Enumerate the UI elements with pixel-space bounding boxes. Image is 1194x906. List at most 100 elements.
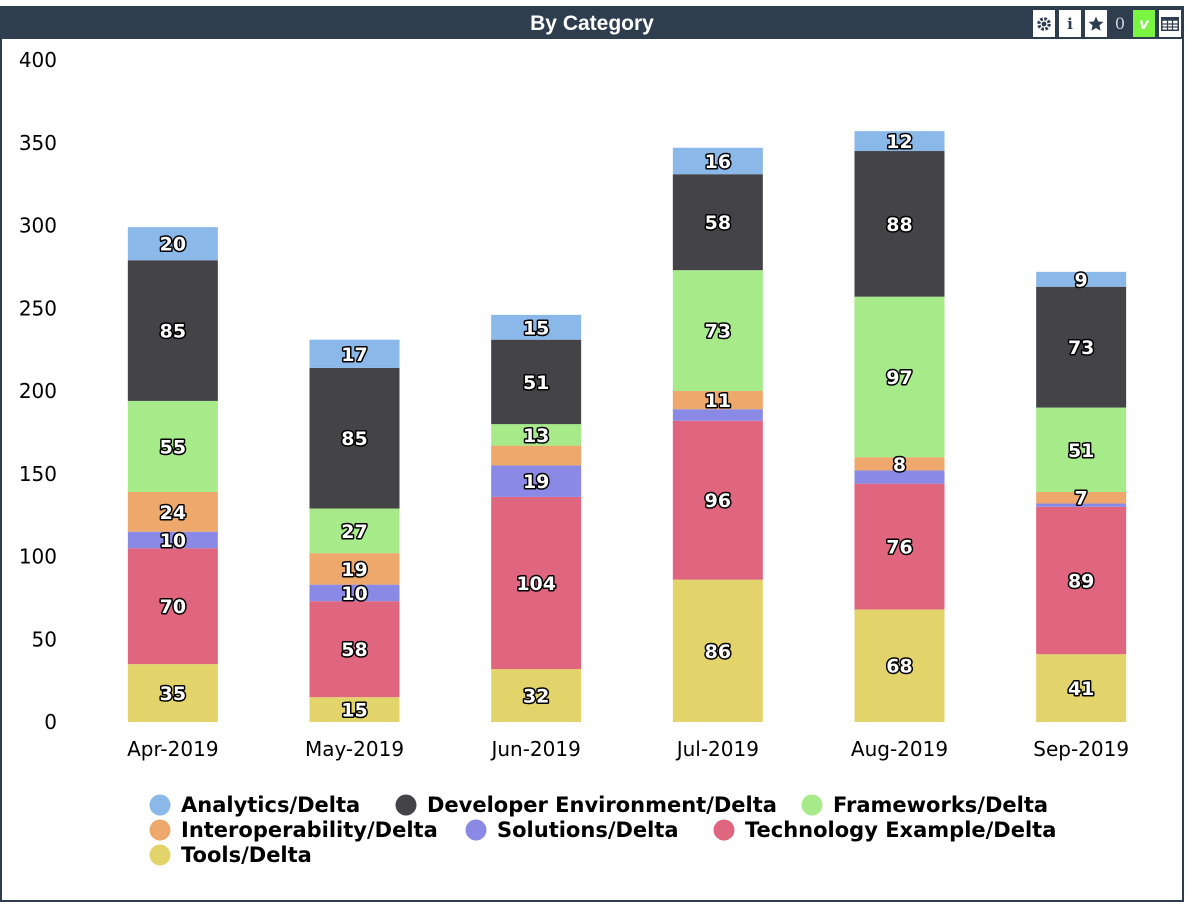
bar-segment [1036, 491, 1127, 504]
legend-label: Analytics/Delta [181, 793, 360, 817]
legend-marker [395, 794, 417, 816]
data-label: 58 [705, 212, 731, 234]
bar-segment [309, 601, 400, 698]
bar-segment [672, 409, 763, 421]
legend-marker [801, 794, 823, 816]
bar-segment [1036, 286, 1127, 408]
star-icon[interactable] [1084, 9, 1108, 38]
bar-segment [127, 664, 218, 722]
data-label: 12 [886, 131, 912, 153]
data-label: 11 [705, 390, 731, 412]
x-tick-label: Jul-2019 [675, 737, 759, 761]
bar-segment [491, 669, 582, 722]
bar-segment [854, 609, 945, 722]
bar-segment [672, 174, 763, 271]
y-tick-label: 250 [19, 296, 57, 320]
data-label: 97 [886, 367, 912, 389]
data-label: 20 [160, 234, 186, 256]
chart-panel: 0 50 100 150 200 250 300 350 400 35 70 10 24 55 85 20 15… [0, 6, 1184, 902]
data-label: 68 [886, 656, 912, 678]
legend-label: Developer Environment/Delta [427, 793, 777, 817]
data-label: 17 [341, 344, 367, 366]
bar-segment [309, 339, 400, 368]
y-tick-label: 100 [19, 545, 57, 569]
bar-segment [491, 445, 582, 466]
x-tick-label: Apr-2019 [127, 737, 218, 761]
data-label: 76 [886, 537, 912, 559]
data-label: 15 [341, 700, 367, 722]
info-icon[interactable]: i [1058, 9, 1082, 38]
bar-segment [854, 483, 945, 610]
data-label: 104 [516, 573, 556, 595]
bar-segment [1036, 506, 1127, 655]
data-label: 27 [341, 521, 367, 543]
data-label: 35 [160, 683, 186, 705]
panel-titlebar: By Category i 0 v [2, 8, 1182, 39]
bar-segment [127, 531, 218, 549]
data-label: 85 [160, 321, 186, 343]
v-toggle-button[interactable]: v [1132, 9, 1156, 38]
bar-segment [1036, 271, 1127, 287]
legend-label: Tools/Delta [181, 843, 312, 867]
bar-segment [127, 491, 218, 532]
bar-segment [127, 227, 218, 261]
panel-toolbar: i 0 v [1032, 9, 1182, 38]
legend-label: Solutions/Delta [497, 818, 679, 842]
bar-segment [491, 424, 582, 446]
data-label: 88 [886, 214, 912, 236]
data-label: 55 [160, 436, 186, 458]
bar-segment [854, 470, 945, 484]
data-label: 73 [1068, 337, 1094, 359]
bar-segment [309, 508, 400, 554]
data-label: 9 [1075, 269, 1088, 291]
legend-marker [149, 794, 171, 816]
legend-label: Interoperability/Delta [181, 818, 438, 842]
bar-segment [309, 697, 400, 722]
data-label: 51 [1068, 440, 1094, 462]
legend-marker [149, 819, 171, 841]
bar-segment [491, 496, 582, 670]
bar-segment [127, 260, 218, 401]
data-label: 19 [341, 559, 367, 581]
bar-segment [491, 465, 582, 497]
y-tick-label: 0 [44, 710, 57, 734]
panel-title: By Category [530, 12, 654, 35]
bar-segment [854, 131, 945, 152]
data-label: 70 [160, 596, 186, 618]
bar-segment [672, 270, 763, 391]
data-label: 58 [341, 639, 367, 661]
y-tick-label: 150 [19, 462, 57, 486]
legend-marker [713, 819, 735, 841]
x-tick-label: Jun-2019 [489, 737, 580, 761]
table-icon[interactable] [1158, 9, 1182, 38]
data-label: 24 [160, 502, 186, 524]
bar-segment [1036, 654, 1127, 722]
bar-segment [1036, 503, 1127, 507]
y-tick-label: 350 [19, 131, 57, 155]
data-label: 73 [705, 321, 731, 343]
bar-segment [854, 296, 945, 458]
data-label: 32 [523, 686, 549, 708]
data-label: 10 [341, 583, 367, 605]
data-label: 86 [705, 641, 731, 663]
y-tick-label: 300 [19, 214, 57, 238]
data-label: 41 [1068, 678, 1094, 700]
y-tick-label: 400 [19, 48, 57, 72]
legend-label: Frameworks/Delta [833, 793, 1048, 817]
bar-segment [309, 553, 400, 585]
star-count: 0 [1110, 9, 1130, 38]
x-tick-label: May-2019 [305, 737, 404, 761]
data-label: 15 [523, 317, 549, 339]
x-tick-label: Sep-2019 [1033, 737, 1129, 761]
bar-segment [672, 391, 763, 410]
x-tick-label: Aug-2019 [851, 737, 948, 761]
bar-segment [127, 548, 218, 665]
data-label: 7 [1075, 488, 1088, 510]
bar-segment [309, 584, 400, 602]
bar-segment [127, 400, 218, 492]
bar-segment [854, 151, 945, 297]
data-label: 89 [1068, 570, 1094, 592]
bar-segment [854, 457, 945, 471]
gear-icon[interactable] [1032, 9, 1056, 38]
legend-label: Technology Example/Delta [745, 818, 1056, 842]
